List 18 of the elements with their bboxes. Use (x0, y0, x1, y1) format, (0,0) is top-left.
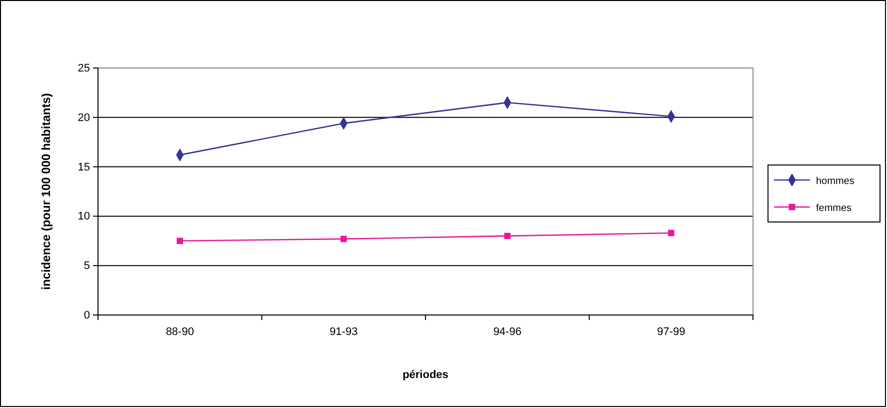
point (176, 238, 184, 244)
point (668, 230, 674, 236)
y-tick-label: 0 (84, 310, 90, 322)
y-tick-label: 5 (84, 260, 90, 272)
y-tick-label: 25 (78, 62, 90, 75)
y-tick-label: 10 (78, 210, 90, 223)
x-axis-title: périodes (402, 369, 448, 381)
x-tick-label: 91-93 (330, 326, 358, 338)
y-tick-label: 15 (78, 161, 90, 174)
y-tick-label: 20 (78, 112, 90, 124)
point (340, 236, 347, 242)
y-axis-title: incidence (pour 100 000 habitants) (39, 93, 53, 290)
x-tick-label: 94-96 (493, 326, 522, 338)
legend-label: femmes (816, 203, 852, 214)
legend-label: hommes (816, 176, 854, 187)
x-tick-label: 97-99 (657, 326, 686, 338)
point (504, 232, 511, 240)
x-tick-label: 88-90 (166, 326, 194, 338)
